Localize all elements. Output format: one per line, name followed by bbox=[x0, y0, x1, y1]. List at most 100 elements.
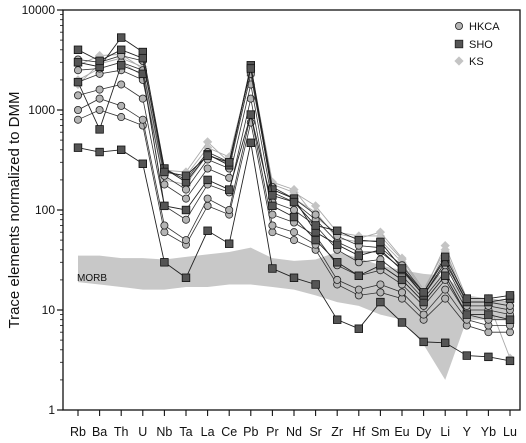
data-point-sho bbox=[397, 318, 407, 327]
data-point-sho bbox=[332, 315, 342, 324]
data-point-sho bbox=[224, 158, 234, 167]
data-point-sho bbox=[73, 77, 83, 87]
data-point-sho bbox=[484, 352, 493, 362]
data-point-sho bbox=[332, 226, 342, 235]
data-point-hkca bbox=[268, 228, 277, 237]
x-tick-label: U bbox=[138, 425, 147, 439]
y-tick-label: 1 bbox=[48, 403, 55, 417]
x-tick-label: Rb bbox=[70, 425, 86, 439]
data-point-sho bbox=[354, 271, 363, 280]
data-point-sho bbox=[181, 273, 191, 282]
y-tick-label: 100 bbox=[35, 203, 55, 217]
data-point-hkca bbox=[160, 221, 169, 230]
legend-marker-sho bbox=[454, 39, 464, 49]
data-point-hkca bbox=[160, 228, 169, 237]
data-point-sho bbox=[181, 205, 191, 215]
data-point-hkca bbox=[117, 101, 126, 110]
x-tick-label: Ta bbox=[179, 425, 192, 439]
x-tick-label: Dy bbox=[416, 425, 432, 439]
data-point-hkca bbox=[354, 285, 363, 294]
data-point-sho bbox=[505, 356, 515, 366]
x-tick-label: Sr bbox=[309, 425, 322, 439]
data-point-sho bbox=[462, 351, 471, 360]
data-point-hkca bbox=[376, 288, 385, 297]
series-layer bbox=[73, 33, 515, 366]
data-point-sho bbox=[440, 271, 450, 280]
data-point-ks bbox=[202, 137, 213, 147]
data-point-sho bbox=[73, 58, 83, 67]
x-tick-label: Li bbox=[440, 425, 450, 439]
data-point-hkca bbox=[225, 205, 234, 214]
data-point-sho bbox=[181, 171, 191, 180]
x-tick-label: Y bbox=[463, 425, 472, 439]
y-tick-label: 10000 bbox=[22, 3, 56, 17]
data-point-ks bbox=[289, 184, 299, 195]
series-sho-6 bbox=[73, 138, 515, 366]
data-point-hkca bbox=[505, 301, 514, 310]
data-point-hkca bbox=[397, 288, 406, 297]
data-point-hkca bbox=[289, 228, 298, 237]
data-point-hkca bbox=[181, 215, 190, 224]
x-tick-label: Pr bbox=[266, 425, 279, 439]
data-point-hkca bbox=[181, 185, 190, 194]
data-point-sho bbox=[95, 125, 104, 134]
y-tick-label: 1000 bbox=[28, 103, 55, 117]
data-point-sho bbox=[224, 239, 234, 248]
data-point-hkca bbox=[181, 194, 190, 203]
data-point-hkca bbox=[289, 205, 298, 214]
data-point-sho bbox=[376, 237, 385, 247]
data-point-sho bbox=[289, 273, 299, 282]
legend-label-ks: KS bbox=[469, 56, 484, 68]
data-point-sho bbox=[224, 185, 234, 194]
data-point-sho bbox=[462, 294, 471, 303]
data-point-sho bbox=[117, 33, 126, 42]
data-point-sho bbox=[484, 294, 493, 303]
data-point-sho bbox=[95, 147, 104, 157]
data-point-sho bbox=[311, 235, 320, 245]
data-point-sho bbox=[268, 264, 277, 273]
data-point-sho bbox=[289, 197, 299, 207]
legend-label-sho: SHO bbox=[469, 39, 493, 51]
data-point-sho bbox=[311, 280, 320, 289]
data-point-sho bbox=[397, 275, 407, 285]
data-point-sho bbox=[268, 201, 277, 211]
data-point-sho bbox=[138, 159, 147, 168]
data-point-hkca bbox=[138, 94, 147, 103]
x-axis: Rb Ba Th U Nb Ta La Ce Pb Pr Nd Sr Zr Hf Sm Eu Dy Li Y Yb Lu bbox=[70, 410, 517, 439]
data-point-sho bbox=[376, 297, 385, 307]
data-point-hkca bbox=[160, 180, 169, 189]
x-tick-label: Nd bbox=[286, 425, 302, 439]
data-point-hkca bbox=[138, 115, 147, 124]
data-point-sho bbox=[73, 45, 83, 54]
data-point-hkca bbox=[74, 91, 83, 100]
y-tick-label: 10 bbox=[42, 303, 56, 317]
series-sho-7 bbox=[73, 61, 515, 324]
data-point-sho bbox=[160, 201, 169, 211]
legend-label-hkca: HKCA bbox=[469, 21, 500, 33]
data-point-hkca bbox=[268, 210, 277, 219]
data-point-hkca bbox=[117, 80, 126, 89]
data-point-sho bbox=[289, 212, 299, 222]
data-point-sho bbox=[246, 138, 255, 147]
data-point-sho bbox=[419, 288, 428, 297]
x-tick-label: Nb bbox=[156, 425, 172, 439]
data-point-sho bbox=[203, 151, 212, 160]
data-point-hkca bbox=[74, 106, 83, 115]
data-point-hkca bbox=[95, 85, 104, 94]
x-tick-label: La bbox=[201, 425, 215, 439]
data-point-sho bbox=[268, 191, 277, 200]
data-point-sho bbox=[117, 145, 126, 154]
data-point-hkca bbox=[419, 310, 428, 319]
data-point-sho bbox=[117, 61, 126, 70]
data-point-sho bbox=[484, 310, 493, 319]
data-point-sho bbox=[246, 64, 255, 73]
data-point-ks bbox=[375, 227, 386, 237]
series-sho-9 bbox=[73, 45, 515, 303]
data-point-hkca bbox=[74, 66, 83, 75]
data-point-sho bbox=[419, 337, 428, 347]
x-tick-label: Hf bbox=[353, 425, 366, 439]
data-point-hkca bbox=[333, 275, 342, 284]
data-point-sho bbox=[95, 56, 104, 66]
data-point-hkca bbox=[505, 328, 514, 337]
